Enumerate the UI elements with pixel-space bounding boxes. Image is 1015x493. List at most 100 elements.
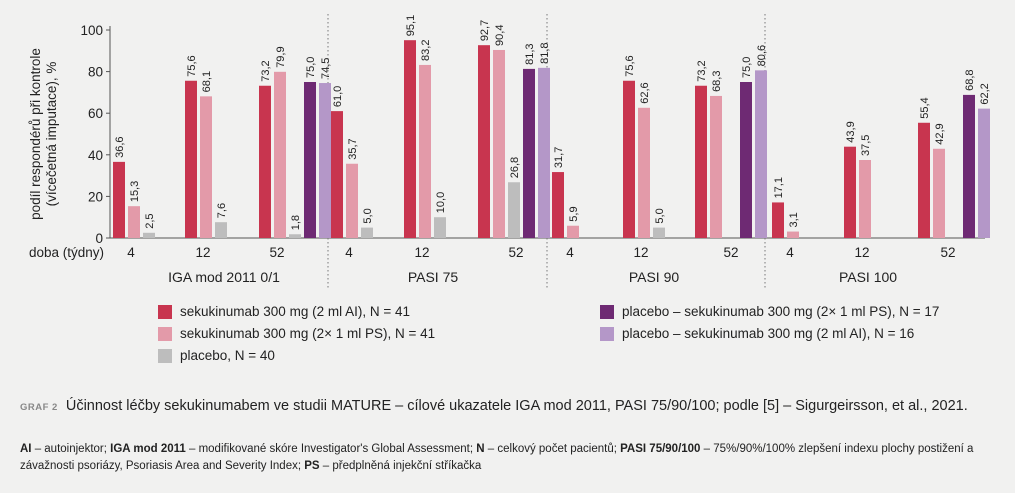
bar-value-label: 62,6 [639,82,651,103]
bar [653,227,665,238]
bar-value-label: 35,7 [347,138,359,159]
bar [289,234,301,238]
x-tick-label: 4 [566,245,574,260]
bar-value-label: 5,9 [568,206,580,221]
bar [523,68,535,239]
bar [319,83,331,238]
bar [918,122,930,238]
bar-value-label: 80,6 [756,45,768,66]
caption-label: GRAF 2 [20,402,58,413]
legend-item: sekukinumab 300 mg (2 ml AI), N = 41 [158,304,410,319]
bar-value-label: 17,1 [773,177,785,198]
bar-value-label: 75,6 [186,55,198,76]
legend-swatch [158,348,172,363]
x-tick-label: 4 [127,245,135,260]
bar-value-label: 62,2 [979,83,991,104]
footnote-def: – modifikované skóre Investigator's Glob… [185,443,477,455]
x-tick-label: 52 [508,245,523,260]
x-tick-label: 12 [414,245,429,260]
bar [859,160,871,238]
bar [215,222,227,238]
bar-value-label: 68,1 [201,71,213,92]
bar-value-label: 31,7 [553,147,565,168]
y-tick-label: 40 [88,148,103,163]
bar [755,70,767,239]
x-tick-label: 12 [195,245,210,260]
x-tick-label: 52 [940,245,955,260]
bar [508,182,520,238]
bar [331,111,343,238]
legend-label: placebo – sekukinumab 300 mg (2 ml AI), … [622,326,915,341]
legend-label: sekukinumab 300 mg (2× 1 ml PS), N = 41 [180,326,436,341]
bar [538,67,550,238]
panel-label: IGA mod 2011 0/1 [168,269,280,285]
bar-value-label: 5,0 [654,208,666,223]
bar [963,94,975,239]
x-tick-label: 4 [345,245,353,260]
bar-value-label: 7,6 [216,203,228,218]
bar-value-label: 75,0 [305,57,317,78]
footnote-term: N [476,443,485,455]
bar [844,146,856,238]
bar-value-label: 43,9 [845,121,857,142]
bar [128,206,140,238]
footnote-term: IGA mod 2011 [110,443,186,455]
x-tick-label: 12 [633,245,648,260]
bar [978,108,990,239]
bar-value-label: 92,7 [479,20,491,41]
figure-caption: GRAF 2 Účinnost léčby sekukinumabem ve st… [20,396,995,418]
legend-swatch [158,304,172,319]
legend-item: placebo, N = 40 [158,348,275,363]
bar [552,172,564,238]
legend-label: placebo – sekukinumab 300 mg (2× 1 ml PS… [622,304,940,319]
x-tick-label: 52 [269,245,284,260]
footnote-term: PS [304,460,320,472]
y-tick-label: 0 [95,231,103,246]
bar [304,82,316,238]
legend-label: sekukinumab 300 mg (2 ml AI), N = 41 [180,304,410,319]
bar-value-label: 37,5 [860,135,872,156]
bar [695,85,707,238]
y-tick-label: 100 [80,23,103,38]
footnote-def: – předplněná injekční stříkačka [319,460,482,472]
x-tick-label: 4 [786,245,794,260]
bar-value-label: 2,5 [144,214,156,229]
footnote-term: PASI 75/90/100 [620,443,701,455]
footnote-term: AI [20,443,32,455]
bar-value-label: 5,0 [362,208,374,223]
x-tick-label: 12 [854,245,869,260]
bar [404,40,416,238]
bar-value-label: 75,6 [624,55,636,76]
bar [419,64,431,238]
legend-swatch [158,326,172,341]
bar-value-label: 42,9 [934,123,946,144]
panel-label: PASI 100 [839,269,897,285]
panel-label: PASI 90 [629,269,680,285]
bar-value-label: 3,1 [788,212,800,227]
bar-value-label: 68,8 [964,69,976,90]
bar [933,148,945,238]
footnote-def: – autoinjektor; [31,443,111,455]
bar-value-label: 1,8 [290,215,302,230]
bar-value-label: 36,6 [114,136,126,157]
bar [113,161,125,238]
bar [787,231,799,238]
y-axis-title: podíl respondérů při kontrole(vícečetná … [28,48,59,220]
bar [346,163,358,238]
bar-value-label: 95,1 [405,15,417,36]
bar [740,82,752,238]
legend-swatch [600,304,614,319]
bar-value-label: 10,0 [435,192,447,213]
bar-value-label: 68,3 [711,71,723,92]
bar-value-label: 26,8 [509,157,521,178]
panel-label: PASI 75 [408,269,459,285]
bar [434,217,446,238]
bar-value-label: 81,3 [524,43,536,64]
bar-value-label: 79,9 [275,46,287,67]
bar-value-label: 83,2 [420,40,432,61]
bar-value-label: 61,0 [332,86,344,107]
bar-value-label: 55,4 [919,97,931,118]
legend-label: placebo, N = 40 [180,348,275,363]
bar [567,225,579,238]
chart: podíl respondérů při kontrole(vícečetná … [28,14,991,290]
